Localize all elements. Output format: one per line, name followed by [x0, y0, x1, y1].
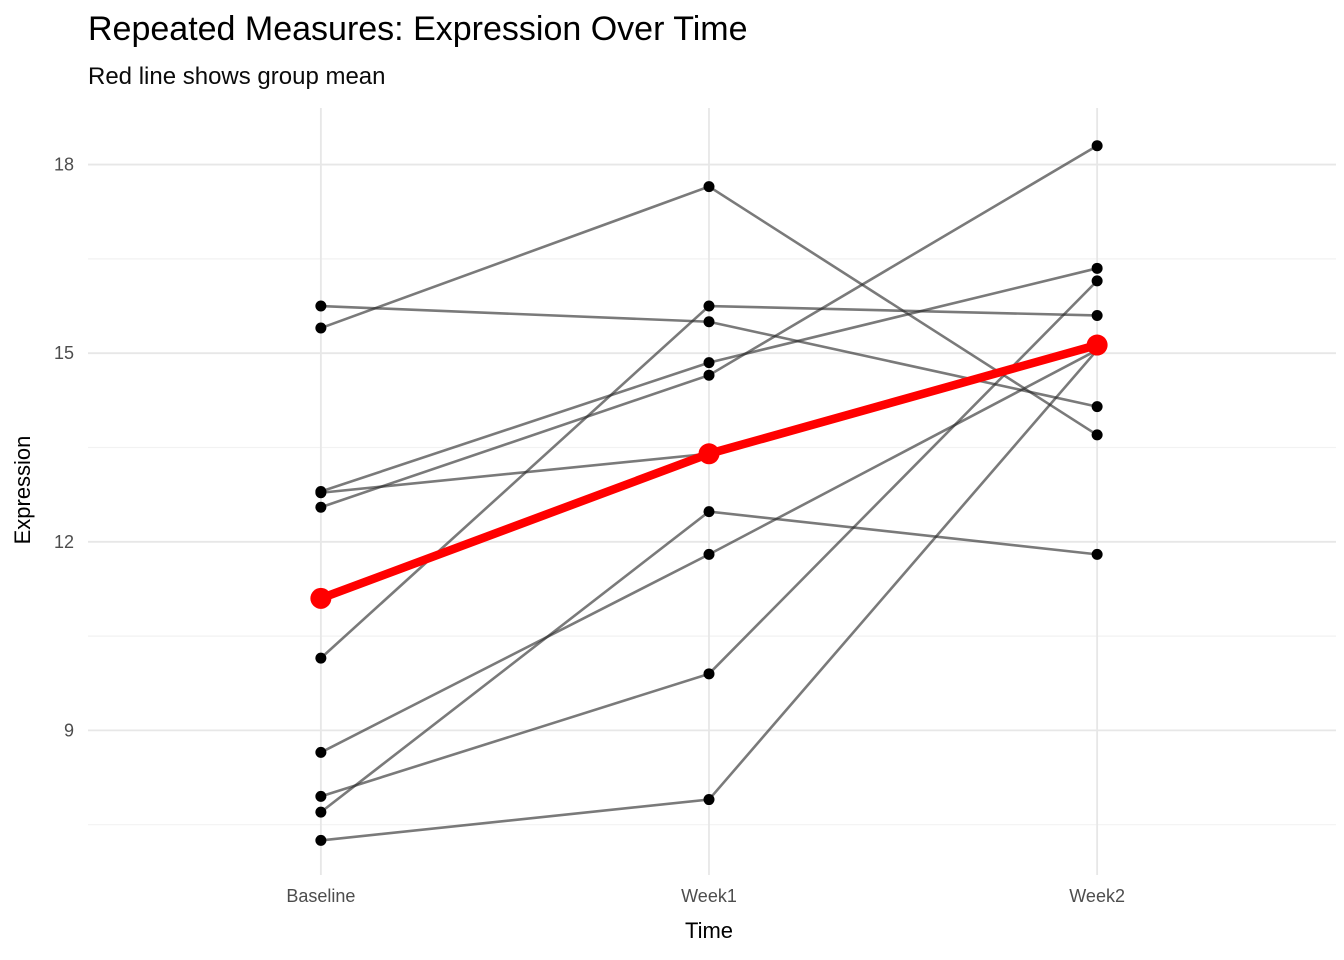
y-axis-title: Expression: [10, 436, 35, 545]
x-tick-label: Baseline: [286, 886, 355, 906]
subject-point: [315, 322, 327, 334]
subject-point: [1091, 262, 1103, 274]
subject-point: [703, 181, 715, 193]
y-tick-label: 9: [64, 720, 74, 740]
subject-point: [315, 300, 327, 312]
subject-point: [315, 501, 327, 513]
subject-point: [315, 806, 327, 818]
subject-series: [315, 140, 1103, 846]
axis-tick-labels: 9 12 15 18 Baseline Week1 Week2: [54, 155, 1125, 906]
subject-point: [1091, 429, 1103, 441]
mean-point: [310, 587, 332, 609]
subject-point: [315, 652, 327, 664]
subject-point: [315, 487, 327, 499]
y-tick-label: 18: [54, 155, 74, 175]
subject-point: [703, 300, 715, 312]
plot-subtitle: Red line shows group mean: [88, 63, 386, 90]
subject-point: [703, 548, 715, 560]
subject-point: [703, 357, 715, 369]
x-axis-title: Time: [685, 918, 733, 943]
subject-point: [703, 316, 715, 328]
grid-lines: [88, 108, 1336, 875]
mean-point: [698, 443, 720, 465]
subject-point: [1091, 401, 1103, 413]
subject-point: [315, 834, 327, 846]
subject-point: [703, 668, 715, 680]
x-tick-label: Week2: [1069, 886, 1125, 906]
mean-point: [1086, 334, 1108, 356]
subject-point: [315, 746, 327, 758]
subject-point: [703, 506, 715, 518]
mean-series: [310, 334, 1108, 609]
subject-point: [703, 369, 715, 381]
plot-title: Repeated Measures: Expression Over Time: [88, 10, 748, 48]
subject-point: [1091, 140, 1103, 152]
subject-point: [1091, 275, 1103, 287]
x-tick-label: Week1: [681, 886, 737, 906]
y-tick-label: 15: [54, 343, 74, 363]
subject-point: [1091, 309, 1103, 321]
subject-point: [1091, 548, 1103, 560]
subject-point: [315, 790, 327, 802]
y-tick-label: 12: [54, 532, 74, 552]
subject-point: [703, 794, 715, 806]
